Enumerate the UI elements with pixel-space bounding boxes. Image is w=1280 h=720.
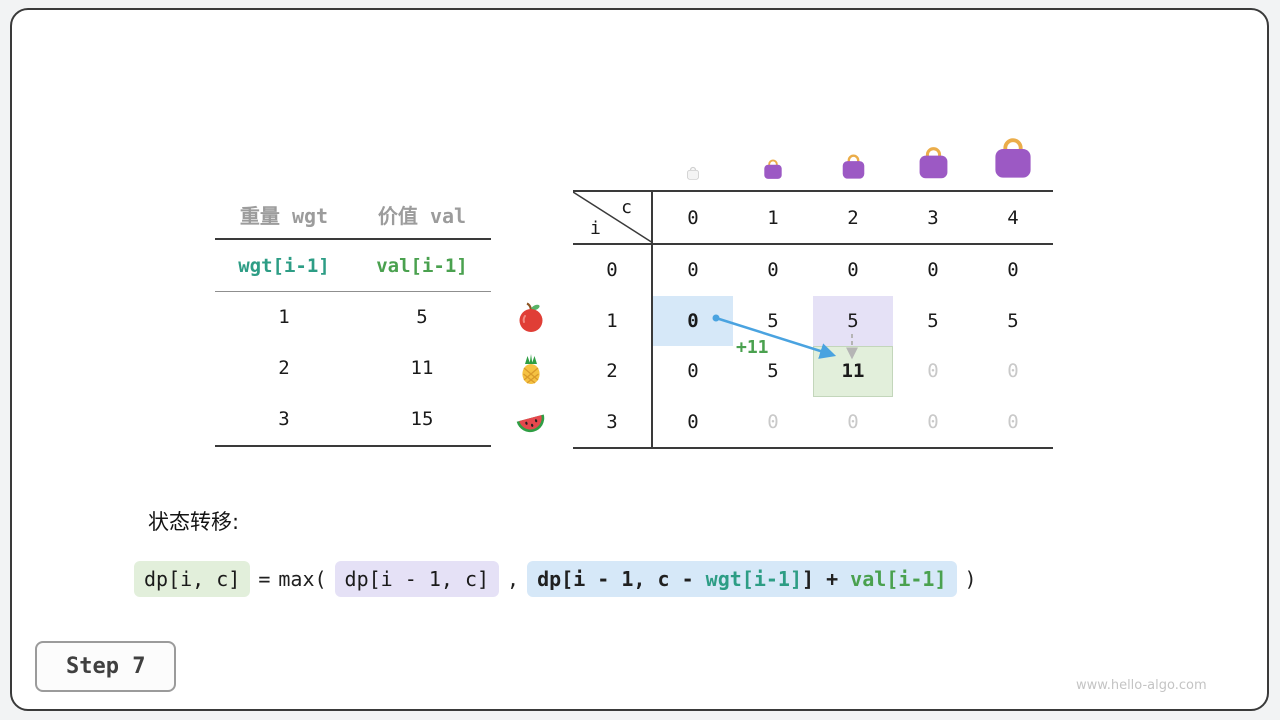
dp-cell-0-2: 0 bbox=[847, 259, 859, 282]
dp-table: i c 0 1 2 3 4 0 0 0 0 0 0 1 0 5 5 5 5 2 … bbox=[573, 190, 1053, 449]
pineapple-icon bbox=[522, 354, 540, 384]
items-formula-val: val[i-1] bbox=[376, 255, 468, 277]
formula-comma: , bbox=[507, 567, 520, 591]
item-2-value: 11 bbox=[410, 357, 434, 379]
bag-capacity-4-icon bbox=[995, 138, 1031, 178]
corner-diagonal-line bbox=[573, 192, 653, 243]
dp-cell-0-4: 0 bbox=[1007, 259, 1019, 282]
dp-cell-3-4: 0 bbox=[1007, 410, 1019, 433]
items-table-row-3: 3 15 bbox=[215, 394, 491, 445]
bag-capacity-0-icon bbox=[687, 166, 699, 180]
dp-cell-3-2: 0 bbox=[847, 410, 859, 433]
dp-cell-1-4: 5 bbox=[1007, 309, 1019, 332]
dp-row-header-2: 2 bbox=[573, 346, 653, 397]
dp-cell-1-3: 5 bbox=[927, 309, 939, 332]
dp-corner-cell: i c bbox=[573, 192, 653, 245]
bag-capacity-2-icon bbox=[842, 154, 865, 179]
dp-col-header-1: 1 bbox=[733, 192, 813, 245]
transition-title: 状态转移: bbox=[148, 510, 240, 534]
item-1-weight: 1 bbox=[278, 306, 290, 328]
formula-arg2-chip: dp[i - 1, c - wgt[i-1]] + val[i-1] bbox=[527, 561, 957, 597]
formula-equals: = bbox=[258, 567, 271, 591]
items-formula-wgt: wgt[i-1] bbox=[238, 255, 330, 277]
dp-col-header-4: 4 bbox=[973, 192, 1053, 245]
bag-capacity-3-icon bbox=[919, 147, 948, 179]
dp-cell-3-1: 0 bbox=[767, 410, 779, 433]
item-2-weight: 2 bbox=[278, 357, 290, 379]
dp-cell-0-3: 0 bbox=[927, 259, 939, 282]
dp-col-header-2: 2 bbox=[813, 192, 893, 245]
dp-cell-2-2: 11 bbox=[813, 346, 893, 397]
dp-col-header-0: 0 bbox=[653, 192, 733, 245]
dp-cell-2-0: 0 bbox=[687, 360, 699, 383]
transition-formula: dp[i, c] = max( dp[i - 1, c] , dp[i - 1,… bbox=[134, 561, 977, 597]
dp-cell-1-2: 5 bbox=[813, 295, 893, 346]
dp-cell-1-0: 0 bbox=[653, 295, 733, 346]
item-1-value: 5 bbox=[416, 306, 428, 328]
dp-cell-2-1: 5 bbox=[767, 360, 779, 383]
dp-cell-0-1: 0 bbox=[767, 259, 779, 282]
dp-row-header-3: 3 bbox=[573, 396, 653, 447]
formula-arg2-wgt: wgt[i-1] bbox=[705, 567, 802, 591]
items-table-row-1: 1 5 bbox=[215, 292, 491, 343]
dp-cell-3-3: 0 bbox=[927, 410, 939, 433]
item-3-value: 15 bbox=[410, 408, 434, 430]
step-badge: Step 7 bbox=[35, 641, 177, 692]
watermelon-icon bbox=[516, 414, 545, 433]
corner-col-var: c bbox=[621, 197, 632, 218]
dp-cell-2-3: 0 bbox=[927, 360, 939, 383]
dp-row-header-0: 0 bbox=[573, 245, 653, 296]
formula-arg2-p1: dp[i - 1, c - bbox=[537, 567, 706, 591]
site-watermark: www.hello-algo.com bbox=[1076, 678, 1207, 693]
formula-arg2-val: val[i-1] bbox=[850, 567, 947, 591]
dp-row-header-1: 1 bbox=[573, 295, 653, 346]
items-table-header: 重量 wgt 价值 val bbox=[215, 192, 491, 240]
item-3-weight: 3 bbox=[278, 408, 290, 430]
dp-cell-2-4: 0 bbox=[1007, 360, 1019, 383]
items-table: 重量 wgt 价值 val wgt[i-1] val[i-1] 1 5 2 11… bbox=[215, 192, 491, 447]
formula-max-open: max( bbox=[278, 567, 327, 591]
formula-close-paren: ) bbox=[964, 567, 977, 591]
items-table-formula-row: wgt[i-1] val[i-1] bbox=[215, 240, 491, 292]
corner-row-var: i bbox=[590, 218, 601, 239]
formula-lhs-chip: dp[i, c] bbox=[134, 561, 251, 597]
dp-col-header-3: 3 bbox=[893, 192, 973, 245]
formula-arg1-chip: dp[i - 1, c] bbox=[334, 561, 500, 597]
items-table-row-2: 2 11 bbox=[215, 343, 491, 394]
step-label: Step 7 bbox=[66, 654, 146, 679]
dp-cell-0-0: 0 bbox=[687, 259, 699, 282]
plus-value-annotation: +11 bbox=[736, 337, 769, 358]
apple-icon bbox=[519, 302, 543, 332]
items-col-weight-header: 重量 wgt bbox=[239, 204, 329, 228]
dp-cell-3-0: 0 bbox=[687, 410, 699, 433]
bag-capacity-1-icon bbox=[764, 159, 782, 179]
items-col-value-header: 价值 val bbox=[377, 204, 467, 228]
formula-arg2-p3: ] + bbox=[802, 567, 851, 591]
